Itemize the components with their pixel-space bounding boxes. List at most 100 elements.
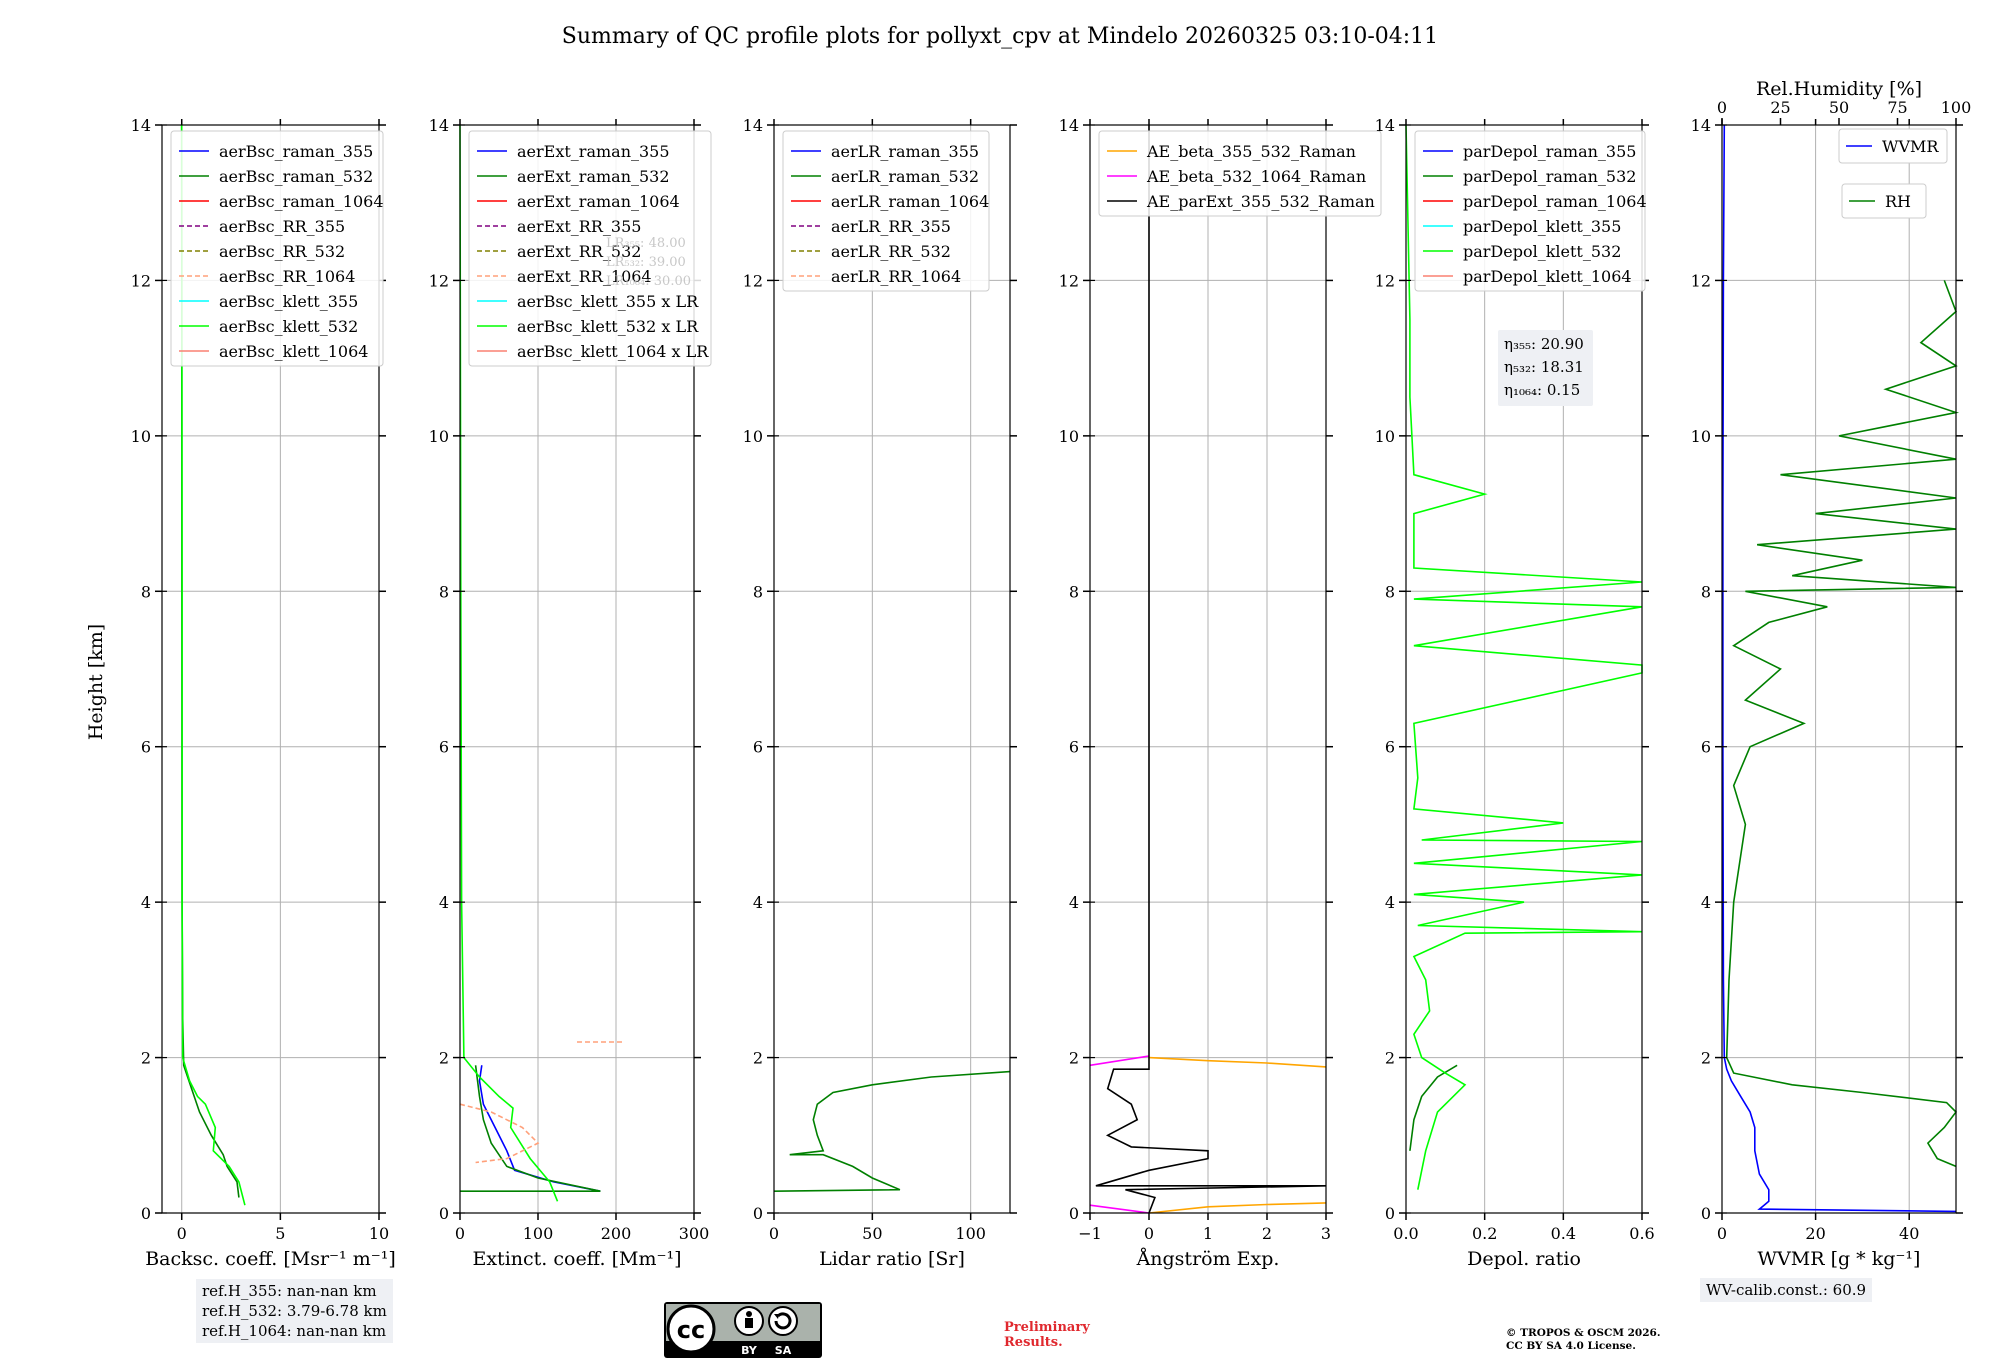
x-axis-label: Lidar ratio [Sr] [819, 1248, 965, 1270]
figure-title: Summary of QC profile plots for pollyxt_… [562, 24, 1438, 49]
series-line-aerBsc_klett_532-x-LR [459, 124, 559, 1202]
x-axis-label: WVMR [g * kg⁻¹] [1758, 1248, 1921, 1270]
legend-entry: RH [1885, 192, 1911, 211]
x-tick-label: 3 [1321, 1224, 1331, 1243]
y-tick-label: 6 [141, 738, 151, 757]
y-tick-label: 12 [1375, 271, 1395, 290]
legend-entry: aerBsc_klett_532 [219, 317, 358, 336]
y-tick-label: 14 [1691, 116, 1711, 135]
axes-frame [773, 124, 1011, 1214]
eta-box [1498, 330, 1593, 406]
legend-entry: parDepol_raman_355 [1463, 142, 1636, 161]
panel-lr: 0 2 4 6 8 10 12 14 0 50 100 Lidar ratio [Sr] aerLR_r… [743, 116, 1017, 1270]
y-tick-label: 12 [131, 271, 151, 290]
plot-area-depol [1405, 124, 1643, 1190]
eta-label: η₅₃₂: 18.31 [1504, 358, 1584, 376]
legend-entry: aerLR_raman_1064 [831, 192, 989, 211]
series-line-parDepol_raman_532 [1409, 1064, 1458, 1151]
cc-sa-label: SA [775, 1344, 792, 1357]
x-tick-label: 0.4 [1551, 1224, 1576, 1243]
y-tick-label: 2 [1701, 1049, 1711, 1068]
legend-entry: aerBsc_RR_532 [219, 242, 345, 261]
legend-box [1414, 130, 1646, 292]
legend-entry: AE_beta_532_1064_Raman [1146, 167, 1366, 186]
series-line-aerExt_raman_532 [460, 1065, 601, 1192]
x-tick-label: 40 [1899, 1224, 1919, 1243]
cc-by-label: BY [741, 1344, 758, 1357]
y-tick-label: 12 [743, 271, 763, 290]
plot-area-ext [459, 124, 624, 1202]
y-tick-label: 10 [429, 427, 449, 446]
y-axis-label: Height [km] [85, 624, 107, 740]
y-tick-label: 4 [1701, 893, 1711, 912]
legend-entry: aerBsc_klett_355 [219, 292, 358, 311]
legend-entry: aerExt_RR_355 [517, 217, 641, 236]
legend-entry: aerBsc_klett_1064 x LR [517, 342, 709, 361]
legend-entry: parDepol_klett_532 [1463, 242, 1621, 261]
y-tick-label: 6 [753, 738, 763, 757]
legend-box [468, 130, 712, 367]
y-tick-label: 8 [1069, 582, 1079, 601]
ref-height-532: ref.H_532: 3.79-6.78 km [202, 1302, 387, 1320]
y-tick-label: 8 [753, 582, 763, 601]
legend-box-wvmr [1838, 128, 1948, 164]
x2-tick-label: 75 [1887, 98, 1907, 117]
y-tick-label: 12 [429, 271, 449, 290]
legend-entry: aerLR_RR_532 [831, 242, 951, 261]
panel-ext: 0 2 4 6 8 10 12 14 0 100 200 300 Extinct. coeff. [Mm… [429, 116, 712, 1270]
lidar-ratio-label: LR₃₅₅: 48.00 [606, 236, 686, 251]
series-line-aerExt_RR_1064 [459, 1103, 540, 1164]
y-tick-label: 8 [1701, 582, 1711, 601]
x-axis-label: Backsc. coeff. [Msr⁻¹ m⁻¹] [145, 1248, 396, 1270]
y-tick-label: 12 [1691, 271, 1711, 290]
x-tick-label: 0 [1717, 1224, 1727, 1243]
reference-height-box: ref.H_355: nan-nan km ref.H_532: 3.79-6.… [196, 1279, 393, 1343]
y-tick-label: 14 [1059, 116, 1079, 135]
legend-entry: aerLR_raman_532 [831, 167, 979, 186]
series-line-AE_beta_355_532_Raman [1148, 1056, 1327, 1068]
x-tick-label: −1 [1078, 1224, 1102, 1243]
lidar-ratio-label: LR₅₃₂: 39.00 [606, 255, 686, 270]
legend-entry: aerExt_RR_1064 [517, 267, 652, 286]
cc-mark: cc [677, 1316, 705, 1344]
legend-entry: aerExt_RR_532 [517, 242, 641, 261]
series-line-RH [1725, 280, 1960, 1168]
plot-area-lr [773, 1070, 1011, 1192]
legend-entry: aerBsc_klett_1064 [219, 342, 368, 361]
series-line-AE_beta_355_532_Raman [1148, 1202, 1327, 1214]
series-line-aerLR_raman_532 [773, 1070, 1011, 1192]
panel-bsc: 0 2 4 6 8 10 12 14 0 5 10 Backsc. coeff. [Msr⁻¹ m⁻¹… [131, 116, 396, 1270]
x-axis-label: Depol. ratio [1467, 1248, 1581, 1270]
series-line-AE_beta_532_1064_Raman [1089, 1204, 1150, 1214]
x-tick-label: 300 [679, 1224, 710, 1243]
legend-entry: parDepol_raman_532 [1463, 167, 1636, 186]
legend-box-rh [1841, 183, 1927, 219]
x-tick-label: 0.2 [1472, 1224, 1497, 1243]
legend-box [170, 130, 384, 367]
y-tick-label: 6 [439, 738, 449, 757]
legend-entry: aerBsc_raman_532 [219, 167, 373, 186]
x-tick-label: 10 [369, 1224, 389, 1243]
y-tick-label: 12 [1059, 271, 1079, 290]
cc-logo-icon [666, 1304, 716, 1354]
y-tick-label: 2 [439, 1049, 449, 1068]
plot-area-bsc [180, 124, 246, 1206]
cc-license-badge[interactable]: cc BY SA [664, 1302, 822, 1358]
y-tick-label: 4 [1069, 893, 1079, 912]
y-tick-label: 6 [1701, 738, 1711, 757]
x-tick-label: 20 [1805, 1224, 1825, 1243]
y-tick-label: 4 [1385, 893, 1395, 912]
legend-entry: aerBsc_raman_355 [219, 142, 373, 161]
share-alike-icon [768, 1306, 798, 1336]
legend-entry: aerBsc_RR_1064 [219, 267, 355, 286]
y-tick-label: 0 [141, 1204, 151, 1223]
y-tick-label: 2 [141, 1049, 151, 1068]
y-tick-label: 0 [1701, 1204, 1711, 1223]
x-tick-label: 0 [1144, 1224, 1154, 1243]
legend-box [1098, 130, 1382, 217]
panel-depol: 0 2 4 6 8 10 12 14 0.0 0.2 0.4 0.6 Depol. ratio parDe… [1375, 116, 1655, 1270]
y-tick-label: 2 [1385, 1049, 1395, 1068]
x-tick-label: 100 [523, 1224, 554, 1243]
legend-entry: parDepol_klett_1064 [1463, 267, 1632, 286]
x-tick-label: 0 [177, 1224, 187, 1243]
